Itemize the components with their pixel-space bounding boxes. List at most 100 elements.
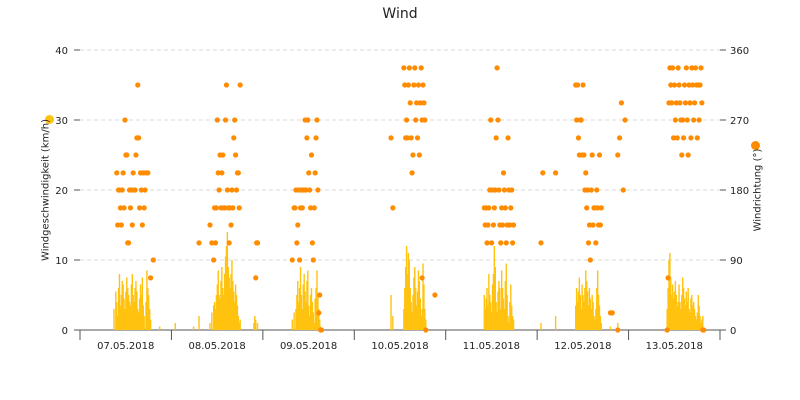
direction-point	[538, 240, 544, 246]
speed-bar	[116, 316, 119, 330]
direction-point	[237, 82, 243, 88]
speed-bar	[677, 302, 679, 330]
direction-point	[305, 117, 311, 123]
speed-bar	[490, 312, 493, 330]
speed-bar	[232, 281, 234, 330]
speed-bar	[414, 267, 416, 330]
direction-point	[235, 170, 241, 176]
speed-bar	[138, 298, 141, 330]
direction-point	[310, 257, 316, 263]
direction-point	[620, 187, 626, 193]
speed-bar	[142, 305, 144, 330]
direction-point	[127, 205, 134, 211]
y-left-tick-label: 20	[55, 186, 68, 197]
speed-bar	[307, 270, 309, 330]
speed-bar	[672, 298, 675, 330]
speed-bar	[674, 281, 677, 330]
direction-point	[230, 205, 236, 211]
direction-point	[401, 65, 407, 71]
speed-bar	[256, 323, 259, 330]
speed-bar	[510, 284, 512, 330]
direction-point	[207, 222, 213, 228]
direction-point	[133, 152, 139, 158]
direction-point	[696, 117, 702, 123]
speed-bar	[128, 302, 131, 330]
direction-point	[224, 187, 230, 193]
speed-bar	[684, 305, 687, 330]
direction-point	[229, 187, 235, 193]
direction-point	[615, 152, 621, 158]
y-right-tick-label: 360	[730, 46, 749, 57]
speed-bar	[127, 288, 129, 330]
speed-bar	[236, 305, 239, 330]
speed-bar	[136, 291, 138, 330]
speed-bar	[421, 309, 423, 330]
direction-point	[622, 117, 628, 123]
speed-bar	[502, 298, 505, 330]
direction-point	[688, 135, 694, 141]
grid-lines	[80, 49, 720, 261]
speed-bar	[504, 281, 507, 330]
direction-point	[137, 205, 143, 211]
speed-bar	[585, 270, 587, 330]
speed-bar	[687, 288, 689, 330]
direction-point	[135, 82, 141, 88]
speed-bar	[509, 302, 511, 330]
x-tick-label: 12.05.2018	[554, 341, 611, 352]
speed-bar	[116, 302, 118, 330]
direction-point	[692, 65, 699, 71]
speed-bar	[496, 312, 498, 330]
speed-bar	[297, 281, 299, 330]
direction-point	[671, 82, 678, 88]
direction-point	[408, 135, 414, 141]
direction-point	[691, 100, 698, 106]
speed-bar	[697, 295, 699, 330]
speed-bar	[297, 302, 300, 330]
speed-bar	[302, 284, 304, 330]
speed-bar	[579, 295, 581, 330]
speed-bar	[681, 277, 684, 330]
direction-point	[405, 82, 411, 88]
direction-point	[598, 205, 604, 211]
direction-point	[412, 65, 418, 71]
speed-bar	[404, 288, 406, 330]
direction-point	[222, 117, 229, 123]
direction-point	[492, 187, 498, 193]
speed-bar	[313, 323, 315, 330]
y-right-tick-label: 90	[730, 256, 743, 267]
direction-point	[617, 135, 623, 141]
direction-point	[588, 187, 594, 193]
speed-bars	[113, 232, 704, 330]
speed-bar	[216, 284, 219, 330]
speed-bar	[303, 274, 305, 330]
speed-bar	[118, 274, 121, 330]
speed-bar	[417, 270, 420, 330]
y-right-tick-label: 0	[730, 326, 736, 337]
speed-bar	[215, 295, 218, 330]
speed-bar	[701, 319, 703, 330]
speed-bar	[593, 316, 595, 330]
direction-point	[510, 222, 517, 228]
speed-bar	[141, 277, 144, 330]
speed-bar	[420, 316, 422, 330]
direction-point	[289, 257, 295, 263]
direction-point	[411, 82, 417, 88]
direction-point	[407, 100, 413, 106]
speed-bar	[159, 326, 161, 330]
speed-bar	[129, 305, 132, 330]
speed-bar	[314, 298, 316, 330]
direction-point	[687, 100, 693, 106]
direction-point	[670, 135, 677, 141]
direction-point	[130, 170, 136, 176]
speed-bar	[239, 319, 241, 330]
speed-bar	[148, 309, 151, 330]
speed-bar	[253, 323, 255, 330]
direction-point	[414, 135, 421, 141]
speed-bar	[125, 291, 127, 330]
speed-bar	[511, 305, 513, 330]
speed-bar	[589, 298, 592, 330]
speed-bar	[113, 309, 115, 330]
speed-bar	[145, 302, 147, 330]
direction-point	[196, 240, 202, 246]
speed-bar	[418, 281, 421, 330]
